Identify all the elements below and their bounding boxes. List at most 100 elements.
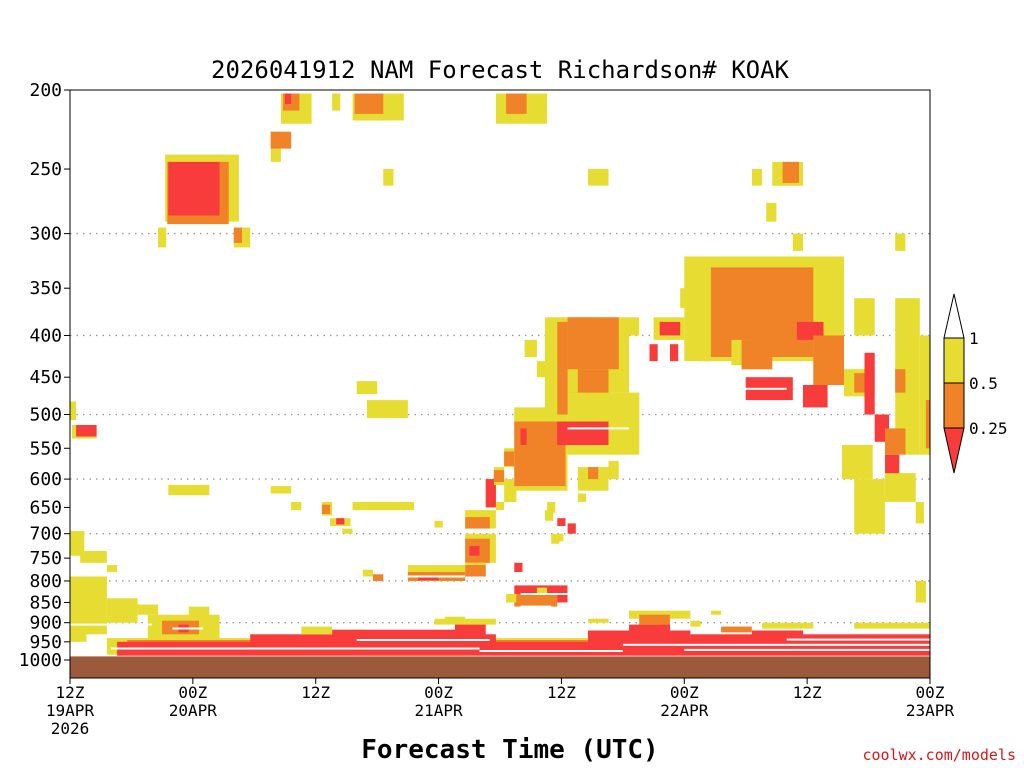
ri-cell-mid — [639, 614, 670, 625]
ri-cell-low — [455, 624, 486, 631]
ri-cell-high — [608, 400, 640, 432]
ri-cell-high — [106, 565, 118, 572]
ri-cell-high — [495, 501, 505, 511]
legend-arrow-top — [943, 293, 965, 339]
ri-cell-high — [342, 528, 353, 534]
ri-cell-low — [469, 546, 480, 556]
ri-cell-low — [514, 562, 523, 572]
ri-cell-mid — [885, 428, 906, 455]
ri-cell-high — [792, 233, 803, 251]
ri-cell-low — [670, 344, 679, 362]
ri-cell-high — [751, 169, 763, 186]
x-tick-label: 23APR — [906, 701, 955, 720]
ri-cell-low — [557, 518, 566, 526]
y-tick-label: 850 — [29, 592, 62, 613]
legend-label: 1 — [969, 329, 979, 348]
ri-cell-high — [915, 581, 926, 603]
ri-cell-mid — [321, 504, 331, 514]
ri-cell-high — [854, 298, 875, 336]
ri-cell-high — [168, 484, 210, 496]
ri-cell-high — [70, 531, 85, 556]
ri-cell-high — [158, 227, 167, 248]
ri-cell-high — [106, 598, 138, 623]
white-streak — [567, 427, 629, 430]
x-axis-label: Forecast Time (UTC) — [361, 735, 658, 765]
y-tick-label: 500 — [29, 405, 62, 426]
ri-cell-low — [285, 93, 292, 104]
ri-cell-high — [80, 551, 107, 563]
y-tick-label: 600 — [29, 469, 62, 490]
ri-cell-high — [766, 202, 777, 222]
legend-label: 0.25 — [969, 419, 1008, 438]
legend-swatch-high — [943, 337, 965, 384]
ri-cell-high — [70, 401, 77, 421]
ri-cell-high — [854, 479, 885, 534]
ri-cell-high — [919, 335, 930, 455]
ri-cell-low — [332, 629, 486, 640]
legend-label: 0.5 — [969, 374, 998, 393]
ri-cell-low — [629, 624, 670, 635]
ri-cell-low — [803, 385, 828, 408]
ri-cell-high — [588, 618, 609, 623]
ri-cell-mid — [233, 227, 242, 243]
plot-frame — [69, 89, 931, 679]
x-tick-label: 19APR — [46, 701, 95, 720]
legend-arrow-bottom — [943, 427, 965, 474]
ri-cell-mid — [721, 626, 752, 633]
ri-cell-mid — [577, 369, 609, 397]
y-tick-label: 200 — [29, 80, 62, 101]
ri-cell-high — [434, 520, 443, 528]
ri-cell-high — [536, 587, 548, 595]
x-tick-label: 21APR — [414, 701, 463, 720]
ri-cell-low — [796, 321, 824, 340]
x-tick-label: 20APR — [169, 701, 218, 720]
y-tick-label: 750 — [29, 548, 62, 569]
y-tick-label: 950 — [29, 632, 62, 653]
ri-cell-mid — [504, 451, 515, 466]
white-streak — [172, 627, 204, 630]
ri-cell-high — [925, 369, 930, 400]
x-tick-label: 00Z — [178, 683, 207, 702]
ri-cell-low — [864, 352, 875, 415]
ri-cell-high — [608, 460, 619, 480]
ri-cell-mid — [813, 335, 844, 385]
ri-cell-mid — [465, 517, 490, 529]
ri-cell-low — [168, 161, 220, 216]
ri-cell-mid — [741, 339, 773, 370]
x-tick-label: 12Z — [301, 683, 330, 702]
ri-cell-low — [520, 428, 527, 445]
y-tick-label: 900 — [29, 613, 62, 634]
white-streak — [684, 648, 930, 651]
ri-cell-high — [588, 169, 609, 186]
ri-cell-high — [504, 479, 517, 502]
ri-cell-mid — [925, 400, 930, 449]
ri-cell-high — [301, 626, 333, 635]
y-tick-label: 450 — [29, 367, 62, 388]
white-streak — [70, 623, 152, 626]
y-tick-label: 1000 — [19, 650, 62, 671]
ri-cell-high — [362, 569, 373, 577]
ri-cell-high — [434, 618, 496, 625]
ri-cell-high — [915, 501, 924, 524]
chart-title: 2026041912 NAM Forecast Richardson# KOAK — [211, 56, 790, 84]
ri-cell-high — [895, 233, 906, 251]
white-streak — [479, 650, 623, 652]
ri-cell-low — [885, 454, 900, 480]
ri-cell-high — [710, 610, 722, 615]
ri-cell-mid — [373, 574, 384, 581]
white-streak — [356, 639, 490, 641]
ri-cell-low — [567, 523, 576, 534]
ground-layer — [70, 656, 930, 678]
ri-cell-high — [270, 486, 292, 494]
y-tick-label: 250 — [29, 159, 62, 180]
ri-cell-high — [137, 604, 159, 615]
source-credit: coolwx.com/models — [862, 746, 1016, 764]
ri-cell-high — [506, 594, 517, 603]
y-tick-label: 700 — [29, 524, 62, 545]
ri-cell-low — [751, 630, 804, 640]
ri-cell-low — [418, 576, 439, 581]
y-tick-label: 650 — [29, 497, 62, 518]
white-streak — [735, 387, 787, 390]
ri-cell-high — [557, 533, 564, 542]
